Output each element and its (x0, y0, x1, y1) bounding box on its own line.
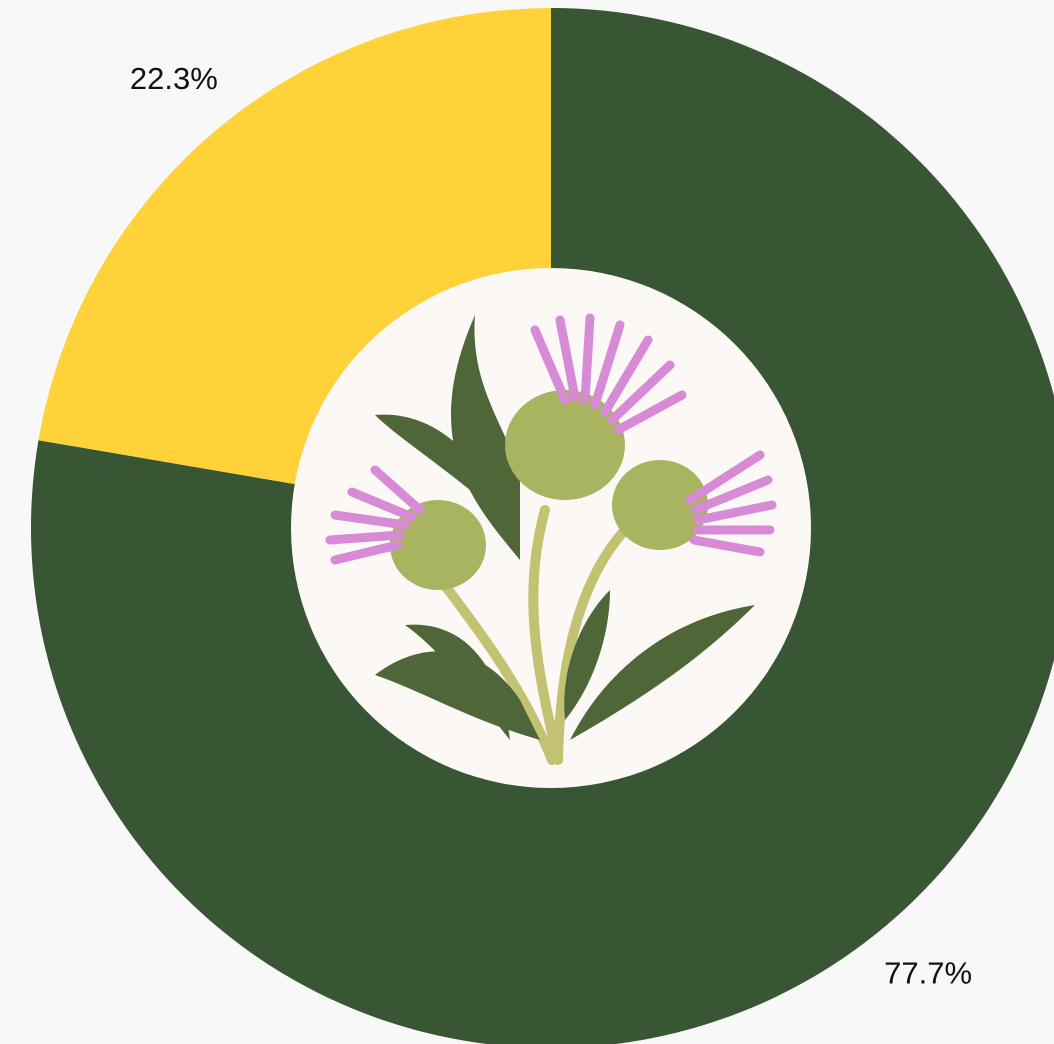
center-emblem (291, 268, 811, 788)
thistle-head (390, 500, 486, 590)
labels: 77.7% 22.3% (130, 61, 972, 990)
thistle-illustration (325, 313, 777, 765)
leaf (405, 624, 510, 740)
slice-label: 77.7% (884, 955, 972, 990)
thistle-head (505, 390, 625, 500)
leaf (564, 590, 610, 720)
slice (31, 8, 1054, 1044)
slice-label: 22.3% (130, 61, 218, 96)
leaf (570, 605, 755, 740)
thistle-flowers (325, 313, 777, 565)
thistle-head (612, 460, 708, 550)
leaf (375, 414, 505, 520)
leaf (450, 315, 520, 560)
